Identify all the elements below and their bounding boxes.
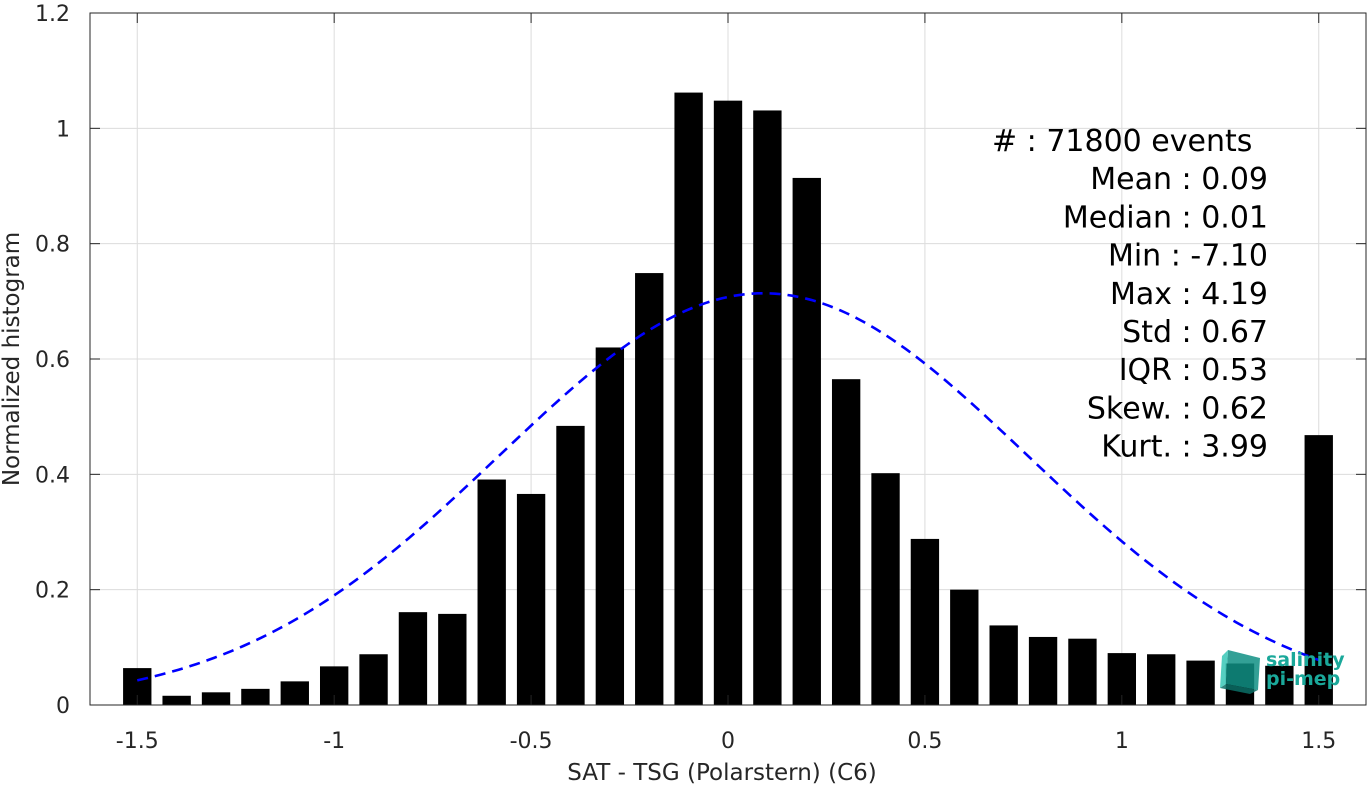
y-tick-label: 0.6 [35,348,70,373]
y-tick-label: 1.2 [35,2,70,27]
histogram-bar [201,692,231,705]
x-tick-label: -1.5 [116,729,159,754]
histogram-bar [910,538,940,705]
histogram-bar [753,110,782,705]
histogram-bar [162,695,191,705]
x-tick-label: 0.5 [907,729,942,754]
logo-cube-icon [1226,650,1260,690]
y-tick-label: 0.4 [35,463,70,488]
stat-line: Std : 0.67 [1122,315,1268,350]
stat-line: Max : 4.19 [1110,277,1268,312]
y-axis-ticks: 0 0.2 0.4 0.6 0.8 1 1.2 [35,2,1366,719]
x-tick-label: 1 [1115,729,1129,754]
y-tick-label: 0.2 [35,579,70,604]
histogram-bar [556,425,585,705]
stat-line: Min : -7.10 [1108,239,1268,274]
histogram-bars [123,92,1333,706]
histogram-bar [438,613,467,705]
y-tick-label: 0 [56,694,70,719]
histogram-bar [477,479,506,705]
histogram-bar [1265,665,1294,705]
histogram-bar [280,681,309,705]
histogram-bar [398,612,428,705]
logo-line1: salinity [1266,649,1345,671]
histogram-bar [1186,660,1215,705]
histogram-bar [674,92,703,705]
histogram-bar [1028,636,1058,705]
stat-line: Skew. : 0.62 [1087,391,1268,426]
salinity-pimep-logo: salinity pi-mep [1220,649,1345,694]
stat-line: Mean : 0.09 [1090,162,1268,197]
y-tick-label: 1 [56,117,70,142]
x-tick-label: 0 [721,729,735,754]
stat-line: Kurt. : 3.99 [1101,430,1268,465]
histogram-bar [989,625,1018,705]
histogram-bar [635,273,664,705]
histogram-bar [241,688,270,705]
histogram-bar [516,493,546,705]
histogram-bar [1068,638,1097,705]
y-axis-label: Normalized histogram [0,232,25,486]
histogram-bar [792,177,821,706]
stat-line: IQR : 0.53 [1119,353,1268,388]
histogram-bar [831,379,861,705]
gaussian-fit-curve [136,291,1320,682]
stat-line: Median : 0.01 [1063,200,1268,235]
logo-line2: pi-mep [1266,668,1340,690]
histogram-bar [1147,654,1176,705]
x-tick-label: -1 [323,729,345,754]
histogram-bar [950,589,979,705]
histogram-bar [713,100,743,706]
x-axis-ticks: -1.5 -1 -0.5 0 0.5 1 1.5 [116,13,1336,754]
histogram-bar [595,347,625,705]
histogram-bar [359,654,388,705]
x-tick-label: -0.5 [510,729,553,754]
histogram-bar [871,473,900,705]
y-tick-label: 0.8 [35,233,70,258]
x-tick-label: 1.5 [1301,729,1336,754]
stat-line: # : 71800 events [992,124,1252,159]
x-axis-label: SAT - TSG (Polarstern) (C6) [567,760,876,785]
